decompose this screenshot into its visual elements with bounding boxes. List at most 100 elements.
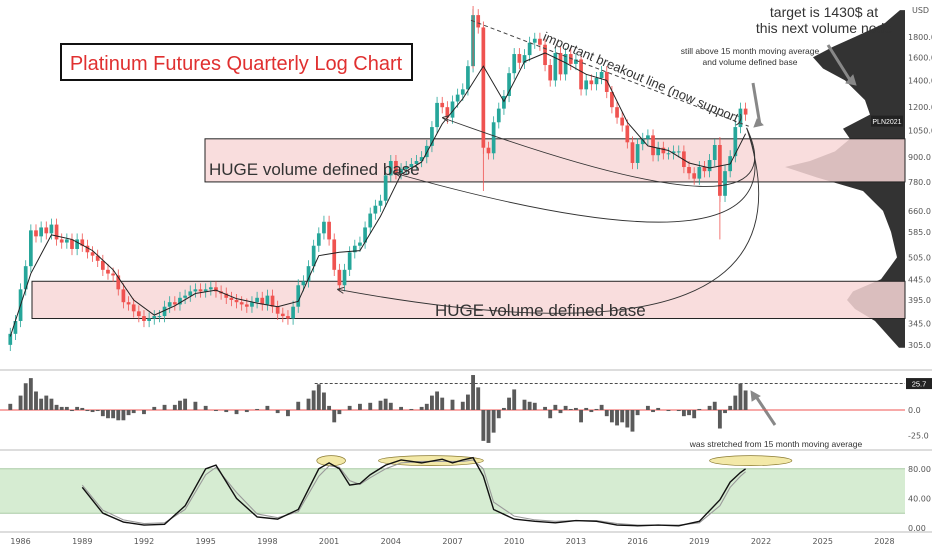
candle [512,48,517,80]
oscillator-bar [193,401,198,410]
oscillator-bar [450,399,455,410]
oscillator-bar [481,410,486,441]
volume-zones [31,138,906,320]
chart-title: Platinum Futures Quarterly Log Chart [70,53,403,75]
time-tick-label: 2013 [566,537,586,546]
time-tick-label: 2004 [381,537,401,546]
candle [90,246,95,262]
oscillator-bar [553,404,558,410]
oscillator-bar [178,400,182,410]
oscillator-bar [347,405,352,410]
candle [409,158,414,174]
oscillator-bar [687,410,691,416]
oscillator-bar [316,384,321,410]
oscillator-bar [707,405,712,410]
candle [635,138,640,170]
candle [445,101,450,124]
stretched-pointer-head [750,390,761,402]
oscillator-bar [435,391,440,410]
candle [723,165,727,202]
oscillator-bar [563,405,568,410]
candle [563,48,568,81]
oscillator-bar [244,410,249,413]
price-tick-label: 1800.0 [908,33,932,42]
time-tick-label: 2010 [504,537,524,546]
rsi-band [0,468,905,514]
oscillator-bar [728,405,733,410]
candle [435,96,439,134]
oscillator-bar [75,406,80,410]
rsi-tick-label: 40.00 [908,494,931,503]
candle [291,300,295,325]
oscillator-bar [630,410,635,432]
candle [29,224,33,273]
candle [363,221,367,249]
oscillator-bar [111,410,116,419]
candle [574,53,578,71]
candle [743,102,748,121]
oscillator-bar [584,407,589,410]
upper-zone-label: HUGE volume defined base [209,160,420,179]
candle [599,66,604,85]
oscillator-bar [80,407,85,410]
candle [85,239,90,259]
oscillator-bar [697,408,702,410]
candle [260,291,265,311]
candle [270,289,275,313]
lower-zone-label: HUGE volume defined base [435,301,646,320]
oscillator-bar [568,408,573,410]
candle [440,96,445,114]
candle [198,283,203,298]
candle [558,47,563,81]
candle [368,207,373,234]
oscillator-bar [306,398,311,410]
candle [126,296,131,311]
candle [286,310,290,325]
candle [49,218,54,240]
time-tick-label: 1986 [10,537,30,546]
oscillator-bar [512,389,517,410]
oscillator-bar [286,410,290,417]
rsi-pane [0,455,905,527]
oscillator-bar [337,410,342,415]
trendline-label: important breakout line (now support) [541,29,745,127]
oscillator-bar [172,404,177,410]
candle [450,95,455,124]
oscillator-bar [651,410,655,413]
candle [625,119,630,149]
candle [64,233,69,249]
candle [394,155,398,180]
candle [532,32,537,49]
candle [116,269,121,296]
retest-arrow [337,127,760,314]
candle [738,102,743,134]
price-tick-label: 345.0 [908,319,931,328]
oscillator-bar [255,408,260,410]
target-pointer-arrow [826,44,852,81]
candle [486,141,491,160]
ma-annotation-line2: and volume defined base [703,57,798,67]
candle [543,38,547,72]
oscillator-bar [59,406,64,410]
price-tick-label: 305.0 [908,341,931,350]
candle [419,151,424,168]
oscillator-bar [609,410,614,423]
oscillator-bar [738,383,743,410]
candle [378,194,383,212]
candle [496,102,501,129]
candle [620,111,625,132]
oscillator-bar [332,410,337,423]
oscillator-bar [491,410,496,433]
oscillator-bar [625,410,630,428]
candle [214,281,218,298]
rsi-highlight [709,455,793,467]
oscillator-bar [476,387,481,410]
candle [203,283,208,298]
candle [615,101,619,124]
candle [342,263,347,292]
oscillator-bar [100,410,105,417]
candle [692,167,697,185]
oscillator-bar [666,410,671,412]
price-tick-label: 1400.0 [908,76,932,85]
time-tick-label: 2007 [442,537,462,546]
